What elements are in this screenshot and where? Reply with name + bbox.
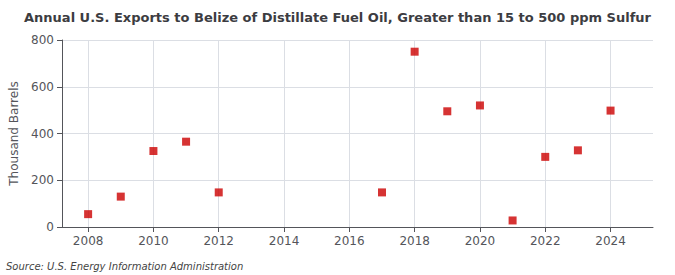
svg-text:2020: 2020 bbox=[465, 234, 496, 248]
svg-text:Thousand Barrels: Thousand Barrels bbox=[7, 81, 21, 186]
svg-text:0: 0 bbox=[46, 220, 54, 234]
svg-text:2012: 2012 bbox=[203, 234, 234, 248]
svg-text:2010: 2010 bbox=[138, 234, 169, 248]
svg-text:400: 400 bbox=[31, 127, 54, 141]
svg-text:2018: 2018 bbox=[399, 234, 430, 248]
svg-text:600: 600 bbox=[31, 80, 54, 94]
svg-text:Annual U.S. Exports to Belize: Annual U.S. Exports to Belize of Distill… bbox=[24, 10, 652, 25]
svg-text:2014: 2014 bbox=[269, 234, 300, 248]
svg-text:2024: 2024 bbox=[595, 234, 626, 248]
svg-text:200: 200 bbox=[31, 173, 54, 187]
svg-text:800: 800 bbox=[31, 33, 54, 47]
svg-text:2008: 2008 bbox=[73, 234, 104, 248]
svg-text:2016: 2016 bbox=[334, 234, 365, 248]
svg-text:Source: U.S. Energy Informatio: Source: U.S. Energy Information Administ… bbox=[6, 261, 243, 272]
svg-text:2022: 2022 bbox=[530, 234, 561, 248]
